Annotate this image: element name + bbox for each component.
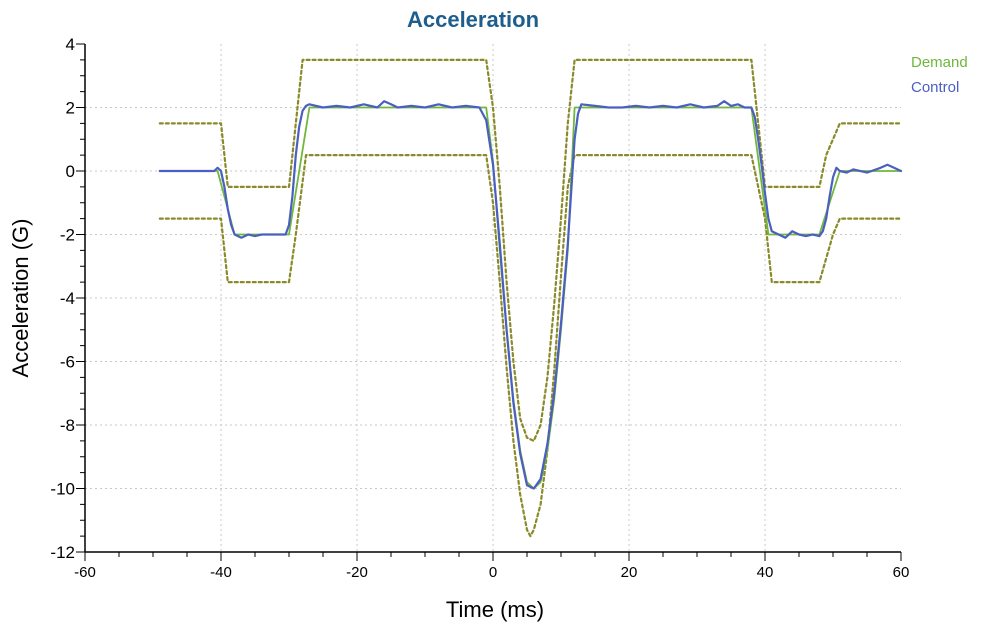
x-tick-label: 40: [757, 564, 774, 581]
x-tick-label: 20: [621, 564, 638, 581]
y-tick-label: 0: [66, 162, 75, 181]
y-axis-label: Acceleration (G): [8, 219, 33, 378]
series-layer: [158, 58, 903, 538]
y-tick-label: 4: [66, 35, 75, 54]
y-tick-label: -10: [50, 480, 75, 499]
y-tick-label: -8: [60, 416, 75, 435]
y-tick-label: -4: [60, 289, 75, 308]
x-tick-label: 60: [893, 564, 910, 581]
x-tick-label: 0: [489, 564, 497, 581]
tolerance-upper-line: [158, 58, 903, 442]
legend-control: Control: [911, 79, 959, 96]
x-tick-label: -40: [210, 564, 232, 581]
tolerance-lower-line: [158, 154, 903, 538]
legend-demand: Demand: [911, 54, 968, 71]
x-tick-label: -20: [346, 564, 368, 581]
chart-title: Acceleration: [407, 7, 539, 32]
y-tick-label: -6: [60, 353, 75, 372]
y-tick-label: -2: [60, 226, 75, 245]
x-tick-label: -60: [74, 564, 96, 581]
series-control-line: [158, 100, 903, 490]
x-axis-label: Time (ms): [446, 597, 544, 622]
y-tick-label: -12: [50, 543, 75, 562]
y-tick-label: 2: [66, 99, 75, 118]
series-demand-line: [158, 106, 902, 490]
